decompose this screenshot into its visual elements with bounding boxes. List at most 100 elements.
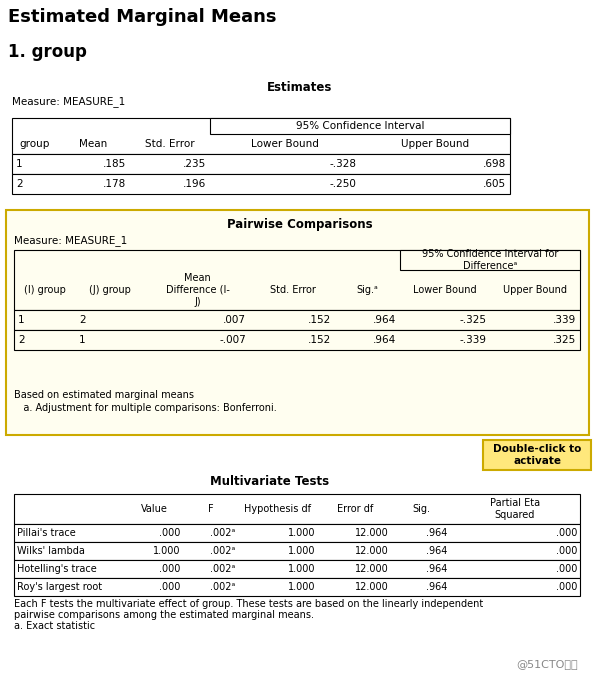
Text: 1. group: 1. group — [8, 43, 87, 61]
Text: Pairwise Comparisons: Pairwise Comparisons — [227, 218, 373, 231]
Text: Sig.ᵃ: Sig.ᵃ — [356, 285, 379, 295]
Text: 1.000: 1.000 — [287, 546, 315, 556]
Text: 12.000: 12.000 — [355, 528, 389, 538]
Text: .339: .339 — [553, 315, 576, 325]
Text: 12.000: 12.000 — [355, 546, 389, 556]
Bar — [14, 578, 580, 596]
Text: .002ᵃ: .002ᵃ — [210, 546, 235, 556]
Text: Upper Bound: Upper Bound — [401, 139, 469, 149]
Bar — [14, 524, 580, 542]
Text: a. Adjustment for multiple comparisons: Bonferroni.: a. Adjustment for multiple comparisons: … — [14, 403, 276, 413]
Text: Each F tests the multivariate effect of group. These tests are based on the line: Each F tests the multivariate effect of … — [14, 599, 483, 609]
Bar — [210, 118, 510, 134]
Text: .002ᵃ: .002ᵃ — [210, 582, 235, 592]
Text: .000: .000 — [159, 582, 180, 592]
Text: Upper Bound: Upper Bound — [503, 285, 567, 295]
Text: -.250: -.250 — [329, 179, 356, 189]
Text: Measure: MEASURE_1: Measure: MEASURE_1 — [12, 96, 125, 107]
Text: Hypothesis df: Hypothesis df — [245, 504, 311, 514]
Text: .964: .964 — [373, 335, 396, 345]
Text: Error df: Error df — [337, 504, 373, 514]
Text: Double-click to
activate: Double-click to activate — [493, 444, 581, 466]
Text: .235: .235 — [183, 159, 206, 169]
Text: Sig.: Sig. — [412, 504, 430, 514]
Text: 1.000: 1.000 — [287, 528, 315, 538]
Text: .002ᵃ: .002ᵃ — [210, 564, 235, 574]
Text: 1.000: 1.000 — [287, 582, 315, 592]
Text: a. Exact statistic: a. Exact statistic — [14, 621, 95, 631]
Text: 95% Confidence Interval: 95% Confidence Interval — [296, 121, 424, 131]
Text: .178: .178 — [103, 179, 126, 189]
Text: Multivariate Tests: Multivariate Tests — [210, 475, 329, 488]
Text: -.339: -.339 — [459, 335, 486, 345]
Text: (J) group: (J) group — [89, 285, 131, 295]
Text: 12.000: 12.000 — [355, 582, 389, 592]
Text: .152: .152 — [308, 315, 331, 325]
Text: Partial Eta
Squared: Partial Eta Squared — [490, 498, 540, 520]
Text: 1.000: 1.000 — [287, 564, 315, 574]
Bar — [14, 560, 580, 578]
Text: 1: 1 — [79, 335, 85, 345]
Text: 2: 2 — [79, 315, 85, 325]
Text: Pillai's trace: Pillai's trace — [17, 528, 76, 538]
Bar — [483, 440, 591, 470]
Text: (I) group: (I) group — [23, 285, 66, 295]
Text: Based on estimated marginal means: Based on estimated marginal means — [14, 390, 194, 400]
Text: 95% Confidence Interval for
Differenceᵃ: 95% Confidence Interval for Differenceᵃ — [422, 249, 558, 271]
Text: .007: .007 — [223, 315, 246, 325]
Bar — [400, 250, 580, 270]
Text: Roy's largest root: Roy's largest root — [17, 582, 102, 592]
Bar — [14, 494, 580, 524]
Text: .000: .000 — [159, 564, 180, 574]
Bar — [6, 210, 589, 435]
Bar — [12, 118, 510, 154]
Text: Wilks' lambda: Wilks' lambda — [17, 546, 85, 556]
Text: .964: .964 — [373, 315, 396, 325]
Text: .605: .605 — [483, 179, 506, 189]
Text: .964: .964 — [426, 582, 447, 592]
Text: Estimates: Estimates — [267, 81, 333, 94]
Text: .152: .152 — [308, 335, 331, 345]
Bar — [12, 174, 510, 194]
Text: .000: .000 — [556, 528, 577, 538]
Text: .185: .185 — [103, 159, 126, 169]
Text: .325: .325 — [553, 335, 576, 345]
Text: 12.000: 12.000 — [355, 564, 389, 574]
Text: F: F — [208, 504, 213, 514]
Text: 2: 2 — [18, 335, 25, 345]
Text: .964: .964 — [426, 546, 447, 556]
Text: Std. Error: Std. Error — [270, 285, 316, 295]
Text: Mean: Mean — [79, 139, 108, 149]
Text: Estimated Marginal Means: Estimated Marginal Means — [8, 8, 276, 26]
Text: Hotelling's trace: Hotelling's trace — [17, 564, 97, 574]
Text: .000: .000 — [159, 528, 180, 538]
Bar — [14, 310, 580, 330]
Bar — [12, 154, 510, 174]
Text: pairwise comparisons among the estimated marginal means.: pairwise comparisons among the estimated… — [14, 610, 314, 620]
Text: 1: 1 — [16, 159, 23, 169]
Text: group: group — [19, 139, 50, 149]
Text: @51CTO博客: @51CTO博客 — [516, 659, 578, 669]
Text: .964: .964 — [426, 564, 447, 574]
Text: .698: .698 — [483, 159, 506, 169]
Text: -.007: -.007 — [219, 335, 246, 345]
Text: -.328: -.328 — [329, 159, 356, 169]
Text: .000: .000 — [556, 546, 577, 556]
Text: -.325: -.325 — [459, 315, 486, 325]
Text: Value: Value — [141, 504, 168, 514]
Text: .000: .000 — [556, 582, 577, 592]
Text: .000: .000 — [556, 564, 577, 574]
Text: 1.000: 1.000 — [153, 546, 180, 556]
Text: .964: .964 — [426, 528, 447, 538]
Bar — [14, 330, 580, 350]
Bar — [14, 250, 580, 310]
Text: .196: .196 — [183, 179, 206, 189]
Bar — [14, 542, 580, 560]
Text: Mean
Difference (I-
J): Mean Difference (I- J) — [165, 273, 230, 306]
Text: Measure: MEASURE_1: Measure: MEASURE_1 — [14, 235, 127, 246]
Text: 2: 2 — [16, 179, 23, 189]
Text: .002ᵃ: .002ᵃ — [210, 528, 235, 538]
Text: Std. Error: Std. Error — [145, 139, 195, 149]
Text: 1: 1 — [18, 315, 25, 325]
Text: Lower Bound: Lower Bound — [413, 285, 477, 295]
